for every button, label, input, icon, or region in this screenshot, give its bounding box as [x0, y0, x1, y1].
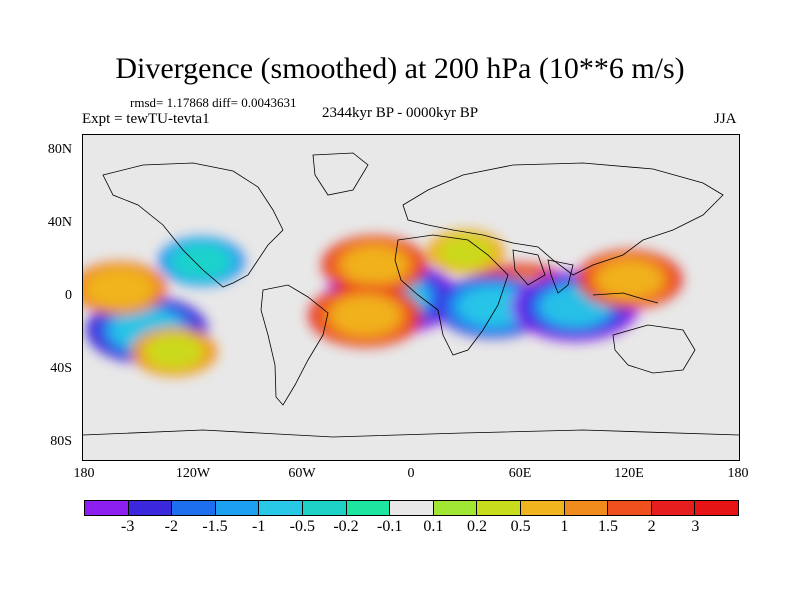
colorbar-swatch — [259, 501, 303, 515]
x-tick-label: 180 — [727, 466, 749, 481]
x-tick-label: 60E — [508, 466, 532, 481]
map-plot — [82, 134, 740, 461]
y-tick-label: 40S — [50, 361, 72, 376]
colorbar-label: 3 — [691, 518, 700, 535]
y-tick-label: 80S — [50, 434, 72, 449]
divergence-blob — [172, 243, 231, 279]
y-tick-label: 40N — [47, 215, 72, 230]
divergence-blob — [144, 334, 204, 370]
x-tick-label: 180 — [73, 466, 95, 481]
x-tick-label: 120E — [614, 466, 644, 481]
colorbar-swatch — [128, 501, 173, 515]
colorbar-swatch — [433, 501, 478, 515]
colorbar-label: 1 — [560, 518, 569, 535]
colorbar-swatch — [651, 501, 696, 515]
colorbar-label: 1.5 — [598, 518, 618, 535]
colorbar-swatch — [564, 501, 609, 515]
colorbar-swatch — [477, 501, 521, 515]
colorbar-label: -1 — [251, 518, 266, 535]
period-label: 2344kyr BP - 0000kyr BP — [322, 105, 479, 121]
colorbar-label: -3 — [120, 518, 135, 535]
y-tick-label: 80N — [47, 142, 72, 157]
divergence-blob — [88, 270, 151, 307]
colorbar-swatch — [172, 501, 216, 515]
colorbar-swatch — [520, 501, 565, 515]
colorbar-label: -0.1 — [376, 518, 403, 535]
colorbar-swatch — [608, 501, 652, 515]
divergence-blob — [331, 295, 400, 336]
colorbar-label: 0.2 — [467, 518, 487, 535]
colorbar-swatch — [346, 501, 391, 515]
colorbar-swatch — [85, 501, 129, 515]
colorbar-swatch — [390, 501, 434, 515]
experiment-label: Expt = tewTU-tevta1 — [82, 111, 210, 127]
chart-title: Divergence (smoothed) at 200 hPa (10**6 … — [115, 52, 685, 85]
colorbar-label: -1.5 — [202, 518, 228, 535]
season-label: JJA — [714, 111, 737, 127]
colorbar-label: 0.1 — [423, 518, 444, 535]
divergence-field — [83, 152, 739, 438]
colorbar-label: -0.5 — [289, 518, 315, 535]
stats-label: rmsd= 1.17868 diff= 0.0043631 — [130, 95, 297, 110]
colorbar-swatch — [695, 501, 738, 515]
divergence-blob — [437, 235, 494, 270]
colorbar — [84, 500, 739, 516]
colorbar-swatch — [215, 501, 260, 515]
colorbar-label: 2 — [647, 518, 656, 535]
colorbar-label: 0.5 — [510, 518, 531, 535]
y-tick-label: 0 — [65, 288, 72, 303]
x-tick-label: 120W — [175, 466, 211, 481]
colorbar-label: -2 — [164, 518, 178, 535]
divergence-blob — [597, 260, 663, 299]
divergence-blob — [342, 245, 408, 285]
colorbar-swatch — [302, 501, 347, 515]
x-tick-label: 0 — [407, 466, 415, 481]
x-tick-label: 60W — [288, 466, 316, 481]
colorbar-label: -0.2 — [333, 518, 359, 535]
divergence-blob — [459, 286, 527, 327]
